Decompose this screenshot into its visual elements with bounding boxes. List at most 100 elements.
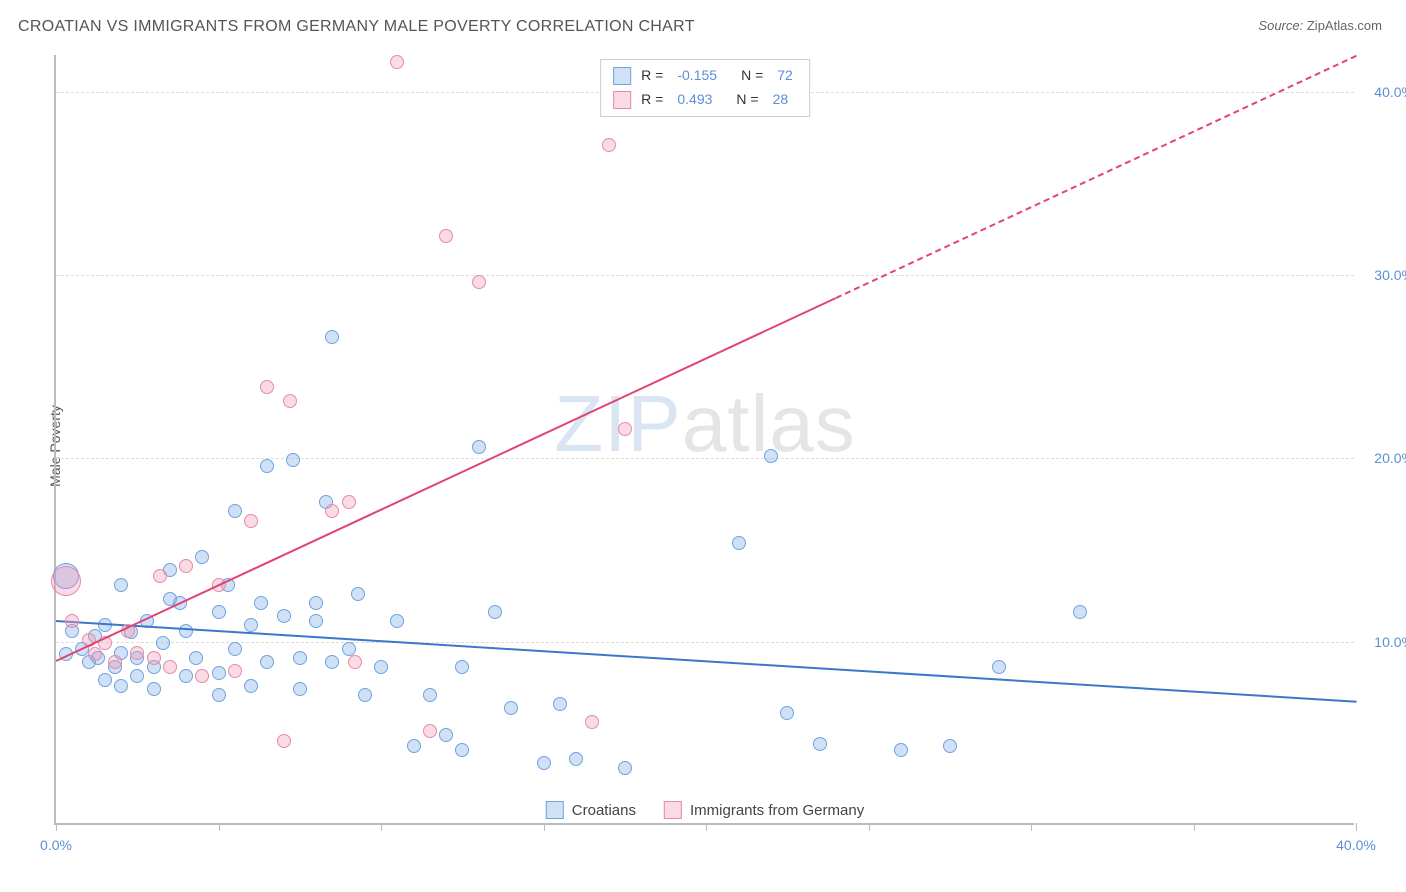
data-point	[764, 449, 778, 463]
n-label: N =	[741, 64, 763, 88]
data-point	[537, 756, 551, 770]
data-point	[894, 743, 908, 757]
data-point	[351, 587, 365, 601]
data-point	[813, 737, 827, 751]
data-point	[618, 422, 632, 436]
data-point	[472, 440, 486, 454]
stats-row-croatians: R = -0.155 N = 72	[613, 64, 797, 88]
r-label: R =	[641, 88, 663, 112]
data-point	[260, 459, 274, 473]
data-point	[260, 380, 274, 394]
data-point	[277, 734, 291, 748]
data-point	[244, 679, 258, 693]
data-point	[390, 614, 404, 628]
x-tick	[56, 823, 57, 831]
data-point	[130, 646, 144, 660]
stats-legend: R = -0.155 N = 72 R = 0.493 N = 28	[600, 59, 810, 117]
data-point	[732, 536, 746, 550]
chart-title: CROATIAN VS IMMIGRANTS FROM GERMANY MALE…	[18, 18, 695, 36]
data-point	[179, 669, 193, 683]
swatch-germany-icon	[664, 801, 682, 819]
data-point	[488, 605, 502, 619]
r-value-croatians: -0.155	[677, 64, 717, 88]
swatch-croatians	[613, 67, 631, 85]
legend-label-germany: Immigrants from Germany	[690, 802, 864, 819]
x-tick	[219, 823, 220, 831]
data-point	[455, 660, 469, 674]
gridline	[56, 275, 1354, 276]
data-point	[114, 679, 128, 693]
n-value-croatians: 72	[777, 64, 793, 88]
legend-label-croatians: Croatians	[572, 802, 636, 819]
data-point	[992, 660, 1006, 674]
n-value-germany: 28	[773, 88, 789, 112]
data-point	[455, 743, 469, 757]
y-tick-label: 40.0%	[1374, 84, 1406, 100]
data-point	[212, 605, 226, 619]
source-attribution: Source: ZipAtlas.com	[1258, 18, 1382, 33]
gridline	[56, 642, 1354, 643]
data-point	[228, 664, 242, 678]
x-tick	[1194, 823, 1195, 831]
y-tick-label: 30.0%	[1374, 267, 1406, 283]
data-point	[195, 669, 209, 683]
swatch-germany	[613, 91, 631, 109]
x-tick	[544, 823, 545, 831]
plot-area: ZIPatlas R = -0.155 N = 72 R = 0.493 N =…	[54, 55, 1354, 825]
gridline	[56, 458, 1354, 459]
data-point	[585, 715, 599, 729]
data-point	[423, 724, 437, 738]
data-point	[108, 655, 122, 669]
data-point	[88, 647, 102, 661]
data-point	[569, 752, 583, 766]
data-point	[553, 697, 567, 711]
data-point	[472, 275, 486, 289]
data-point	[228, 642, 242, 656]
data-point	[293, 651, 307, 665]
data-point	[439, 728, 453, 742]
source-value: ZipAtlas.com	[1307, 18, 1382, 33]
data-point	[156, 636, 170, 650]
data-point	[195, 550, 209, 564]
data-point	[358, 688, 372, 702]
source-label: Source:	[1258, 18, 1303, 33]
n-label: N =	[736, 88, 758, 112]
x-tick	[1031, 823, 1032, 831]
data-point	[98, 673, 112, 687]
watermark-zip: ZIP	[554, 379, 681, 468]
data-point	[309, 596, 323, 610]
data-point	[244, 514, 258, 528]
data-point	[780, 706, 794, 720]
x-tick	[706, 823, 707, 831]
data-point	[254, 596, 268, 610]
y-tick-label: 20.0%	[1374, 450, 1406, 466]
data-point	[423, 688, 437, 702]
chart-container: CROATIAN VS IMMIGRANTS FROM GERMANY MALE…	[0, 0, 1406, 892]
data-point	[147, 651, 161, 665]
x-tick	[381, 823, 382, 831]
trend-line	[56, 297, 837, 662]
data-point	[212, 688, 226, 702]
data-point	[286, 453, 300, 467]
data-point	[309, 614, 323, 628]
data-point	[260, 655, 274, 669]
data-point	[147, 682, 161, 696]
x-tick	[1356, 823, 1357, 831]
x-tick-label: 40.0%	[1336, 837, 1376, 853]
data-point	[390, 55, 404, 69]
data-point	[439, 229, 453, 243]
data-point	[407, 739, 421, 753]
data-point	[348, 655, 362, 669]
swatch-croatians-icon	[546, 801, 564, 819]
data-point	[283, 394, 297, 408]
x-tick	[869, 823, 870, 831]
data-point	[325, 330, 339, 344]
r-value-germany: 0.493	[677, 88, 712, 112]
data-point	[130, 669, 144, 683]
data-point	[277, 609, 291, 623]
legend-item-croatians: Croatians	[546, 801, 636, 819]
watermark: ZIPatlas	[554, 378, 855, 470]
data-point	[212, 666, 226, 680]
data-point	[179, 624, 193, 638]
data-point	[189, 651, 203, 665]
